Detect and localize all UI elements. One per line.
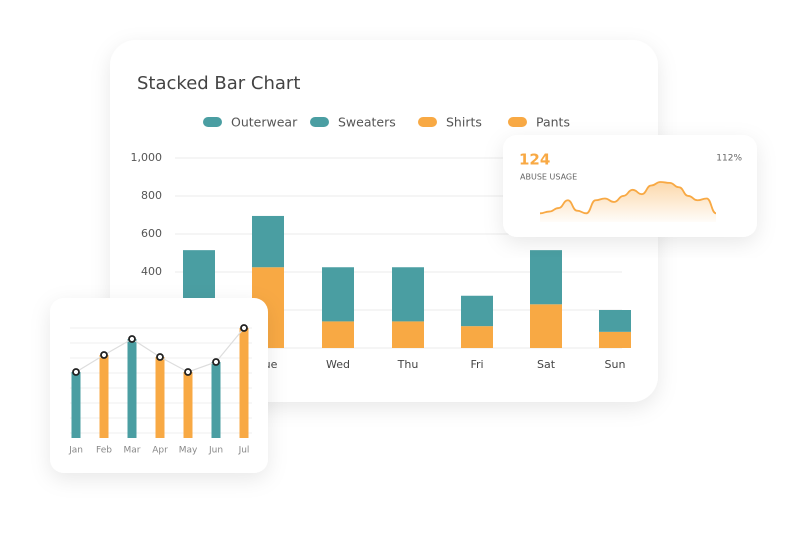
bar-segment: [392, 321, 424, 348]
bar-segment: [599, 310, 631, 332]
usage-card: 124 ABUSE USAGE 112%: [503, 135, 757, 237]
legend-label: Pants: [536, 115, 570, 130]
x-tick-label: Jul: [238, 446, 250, 456]
bar-segment: [530, 304, 562, 348]
x-tick-label: Apr: [152, 446, 168, 456]
legend-label: Sweaters: [338, 115, 396, 130]
marker: [212, 358, 220, 366]
x-tick-label: Jun: [208, 446, 223, 456]
x-tick-label: Mar: [124, 446, 141, 456]
x-tick-label: Fri: [470, 358, 483, 371]
bar: [211, 362, 221, 438]
bar-segment: [461, 295, 493, 327]
legend-swatch: [508, 117, 527, 127]
y-tick-label: 1,000: [131, 151, 163, 164]
bar-segment: [322, 321, 354, 348]
x-tick-label: May: [179, 446, 198, 456]
small-bar-card: Jan Feb Mar Apr May Jun Jul: [50, 298, 268, 473]
marker: [72, 368, 80, 376]
legend-label: Shirts: [446, 115, 482, 130]
bar: [155, 357, 165, 438]
marker: [184, 368, 192, 376]
bar-segment: [322, 267, 354, 322]
marker: [240, 324, 248, 332]
legend-swatch: [418, 117, 437, 127]
area-line: [539, 181, 717, 215]
x-tick-label: Wed: [326, 358, 350, 371]
y-tick-label: 800: [141, 189, 162, 202]
area-fill: [540, 182, 716, 222]
bar-segment: [530, 250, 562, 305]
marker: [100, 351, 108, 359]
legend-swatch: [310, 117, 329, 127]
bar-segment: [392, 267, 424, 322]
bar-segment: [599, 331, 631, 348]
x-tick-label: Sun: [605, 358, 626, 371]
bar: [99, 355, 109, 438]
bar: [239, 328, 249, 438]
legend-label: Outerwear: [231, 115, 298, 130]
bar: [183, 372, 193, 438]
x-tick-label: Sat: [537, 358, 556, 371]
usage-change: 112%: [716, 154, 742, 164]
y-tick-label: 400: [141, 265, 162, 278]
usage-label: ABUSE USAGE: [520, 173, 577, 182]
bar: [127, 339, 137, 438]
x-tick-label: Jan: [68, 446, 83, 456]
chart-title: Stacked Bar Chart: [137, 73, 300, 94]
x-tick-label: Thu: [397, 358, 419, 371]
marker: [156, 353, 164, 361]
legend-swatch: [203, 117, 222, 127]
bar: [71, 372, 81, 438]
usage-value: 124: [519, 151, 550, 169]
bar-segment: [461, 326, 493, 348]
bar-segment: [252, 215, 284, 268]
marker: [128, 335, 136, 343]
x-tick-label: Feb: [96, 446, 112, 456]
y-tick-label: 600: [141, 227, 162, 240]
